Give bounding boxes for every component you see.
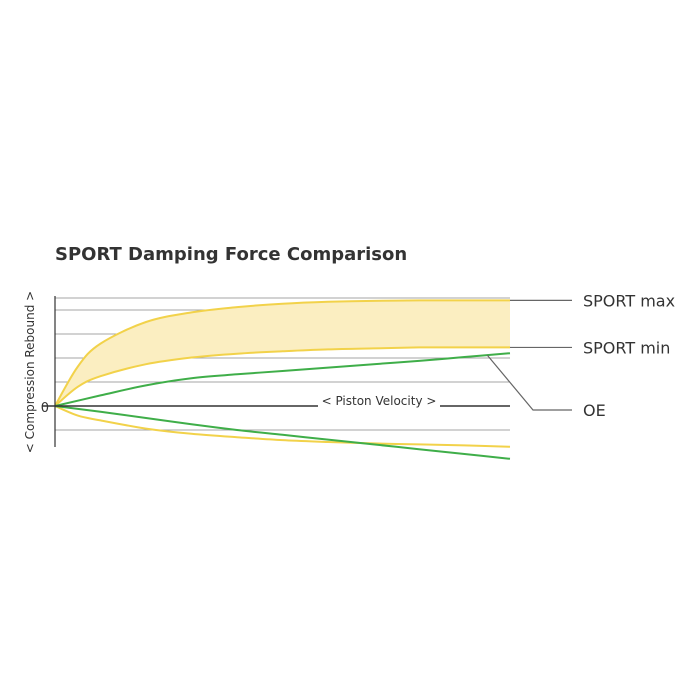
compression-line-3	[54, 405, 511, 448]
x-axis-label: < Piston Velocity >	[322, 394, 437, 408]
oe-leader	[486, 354, 572, 411]
series-lines	[54, 299, 511, 460]
sport-band-fill	[55, 300, 510, 406]
legend-label-oe: OE	[583, 401, 606, 420]
x-axis-label-bg	[318, 392, 440, 408]
y-axis-label: < Compression Rebound >	[23, 291, 37, 453]
legend-leaders: SPORT max SPORT min OE	[486, 291, 675, 420]
chart-title: SPORT Damping Force Comparison	[55, 244, 408, 265]
legend-label-sport-max: SPORT max	[583, 291, 675, 310]
sport-range-band	[55, 300, 510, 406]
zero-tick-label: 0	[41, 401, 49, 416]
compression-line-4	[54, 405, 511, 460]
sport-min-line	[54, 346, 510, 407]
legend-label-sport-min: SPORT min	[583, 338, 670, 357]
sport-max-line	[54, 299, 510, 407]
oe-line	[54, 352, 511, 407]
